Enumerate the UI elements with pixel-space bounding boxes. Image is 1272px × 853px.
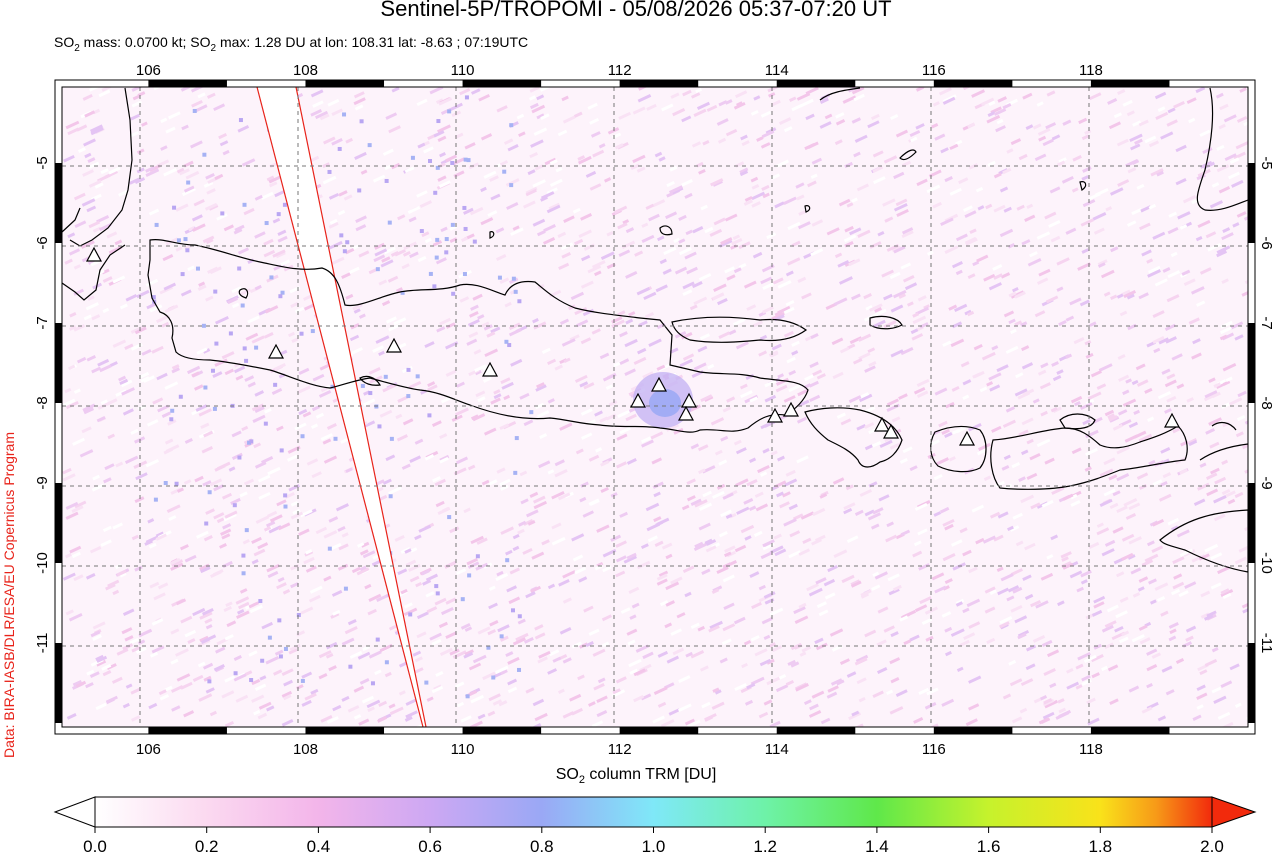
volcano-icon — [629, 392, 647, 408]
lon-tick-top: 110 — [451, 62, 475, 79]
lon-labels-top: 106 108 110 112 114 116 118 — [136, 62, 1103, 79]
lon-tick-bottom: 116 — [922, 741, 946, 758]
lon-tick-bottom: 108 — [293, 741, 318, 758]
lat-tick-right: -10 — [1258, 552, 1272, 574]
orbit-edge-right — [295, 87, 427, 727]
volcano-icon — [481, 361, 499, 377]
lon-tick-top: 112 — [608, 62, 632, 79]
lat-tick-right: -6 — [1258, 236, 1272, 249]
colorbar-tick-label: 1.6 — [977, 837, 1001, 853]
colorbar-gradient — [94, 796, 1213, 828]
colorbar-tick-label: 1.8 — [1088, 837, 1112, 853]
so2-summary: SO2 mass: 0.0700 kt; SO2 max: 1.28 DU at… — [54, 34, 529, 54]
lat-tick-left: -6 — [34, 236, 51, 249]
map-frame — [54, 79, 1256, 735]
lat-tick-left: -10 — [34, 552, 51, 574]
lat-tick-right: -9 — [1258, 476, 1272, 489]
lon-tick-top: 114 — [765, 62, 789, 79]
volcano-icon — [677, 405, 695, 421]
colorbar-tick-label: 2.0 — [1200, 837, 1224, 853]
colorbar-tick-label: 0.8 — [530, 837, 554, 853]
so2-field — [62, 87, 1248, 727]
volcano-icon — [873, 416, 891, 432]
volcano-icon — [385, 337, 403, 353]
lon-tick-top: 108 — [293, 62, 318, 79]
lon-tick-bottom: 110 — [451, 741, 475, 758]
volcano-markers — [85, 246, 1181, 446]
volcano-icon — [1163, 412, 1181, 428]
lon-labels-bottom: 106 108 110 112 114 116 118 — [136, 741, 1103, 758]
colorbar-over-arrow — [1211, 796, 1257, 828]
lat-tick-right: -5 — [1258, 156, 1272, 169]
volcano-icon — [267, 343, 285, 359]
colorbar-tick-label: 0.2 — [195, 837, 219, 853]
colorbar-tick-label: 0.4 — [307, 837, 331, 853]
lon-tick-bottom: 106 — [136, 741, 161, 758]
lon-tick-top: 118 — [1079, 62, 1103, 79]
lon-tick-bottom: 114 — [765, 741, 789, 758]
lon-tick-top: 116 — [922, 62, 946, 79]
so2-plume-core — [649, 389, 681, 417]
lon-tick-bottom: 112 — [608, 741, 632, 758]
colorbar-under-arrow — [53, 796, 96, 828]
volcano-icon — [650, 376, 668, 392]
lon-tick-bottom: 118 — [1079, 741, 1103, 758]
lat-tick-left: -7 — [34, 316, 51, 329]
volcano-icon — [782, 401, 800, 417]
colorbar-tick-label: 1.2 — [753, 837, 777, 853]
colorbar: 0.0 0.2 0.4 0.6 0.8 1.0 1.2 1.4 1.6 1.8 2.0 — [53, 796, 1257, 853]
lat-tick-left: -9 — [34, 476, 51, 489]
volcano-icon — [680, 392, 698, 408]
colorbar-tick-label: 1.0 — [642, 837, 666, 853]
volcano-icon — [766, 407, 784, 423]
lat-tick-left: -5 — [34, 156, 51, 169]
orbit-gap — [257, 87, 426, 727]
lat-tick-right: -8 — [1258, 396, 1272, 409]
grid-lines — [62, 87, 1248, 727]
volcano-icon — [882, 423, 900, 439]
orbit-edge-left — [256, 87, 424, 727]
volcano-icon — [85, 246, 103, 262]
colorbar-tick-label: 0.0 — [83, 837, 107, 853]
lat-tick-left: -11 — [34, 633, 51, 654]
lat-labels-right: -5 -6 -7 -8 -9 -10 -11 — [1258, 156, 1272, 653]
lat-tick-right: -7 — [1258, 316, 1272, 329]
colorbar-tick-label: 1.4 — [865, 837, 889, 853]
colorbar-label: SO2 column TRM [DU] — [555, 766, 717, 787]
colorbar-tick-label: 0.6 — [418, 837, 442, 853]
lon-tick-top: 106 — [136, 62, 161, 79]
page-title: Sentinel-5P/TROPOMI - 05/08/2026 05:37-0… — [380, 0, 892, 21]
volcano-icon — [958, 430, 976, 446]
lat-tick-right: -11 — [1258, 633, 1272, 654]
lat-labels-left: -5 -6 -7 -8 -9 -10 -11 — [34, 156, 51, 653]
lat-tick-left: -8 — [34, 396, 51, 409]
